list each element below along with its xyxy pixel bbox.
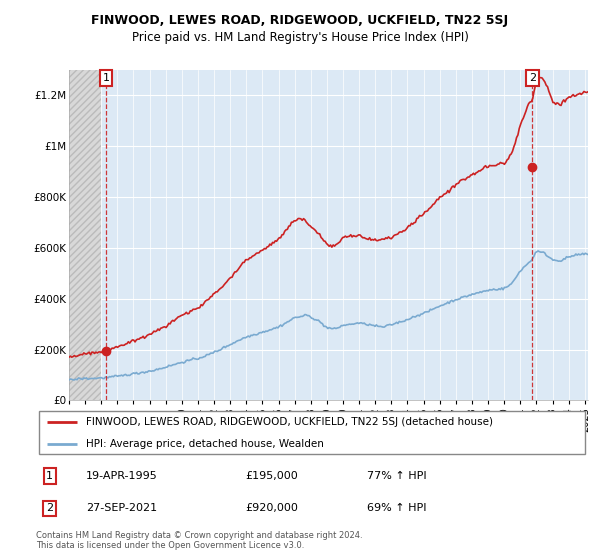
Bar — [69, 70, 101, 400]
Text: Contains HM Land Registry data © Crown copyright and database right 2024.
This d: Contains HM Land Registry data © Crown c… — [36, 531, 362, 550]
Text: 1: 1 — [103, 73, 110, 83]
FancyBboxPatch shape — [39, 411, 585, 454]
Text: £195,000: £195,000 — [246, 471, 299, 481]
Text: 2: 2 — [46, 503, 53, 514]
Text: 1: 1 — [46, 471, 53, 481]
Text: 2: 2 — [529, 73, 536, 83]
Text: £920,000: £920,000 — [246, 503, 299, 514]
Text: Price paid vs. HM Land Registry's House Price Index (HPI): Price paid vs. HM Land Registry's House … — [131, 31, 469, 44]
Text: HPI: Average price, detached house, Wealden: HPI: Average price, detached house, Weal… — [86, 438, 323, 449]
Text: FINWOOD, LEWES ROAD, RIDGEWOOD, UCKFIELD, TN22 5SJ (detached house): FINWOOD, LEWES ROAD, RIDGEWOOD, UCKFIELD… — [86, 417, 493, 427]
Text: 27-SEP-2021: 27-SEP-2021 — [86, 503, 157, 514]
Text: 69% ↑ HPI: 69% ↑ HPI — [367, 503, 427, 514]
Text: FINWOOD, LEWES ROAD, RIDGEWOOD, UCKFIELD, TN22 5SJ: FINWOOD, LEWES ROAD, RIDGEWOOD, UCKFIELD… — [91, 14, 509, 27]
Text: 19-APR-1995: 19-APR-1995 — [86, 471, 157, 481]
Text: 77% ↑ HPI: 77% ↑ HPI — [367, 471, 427, 481]
